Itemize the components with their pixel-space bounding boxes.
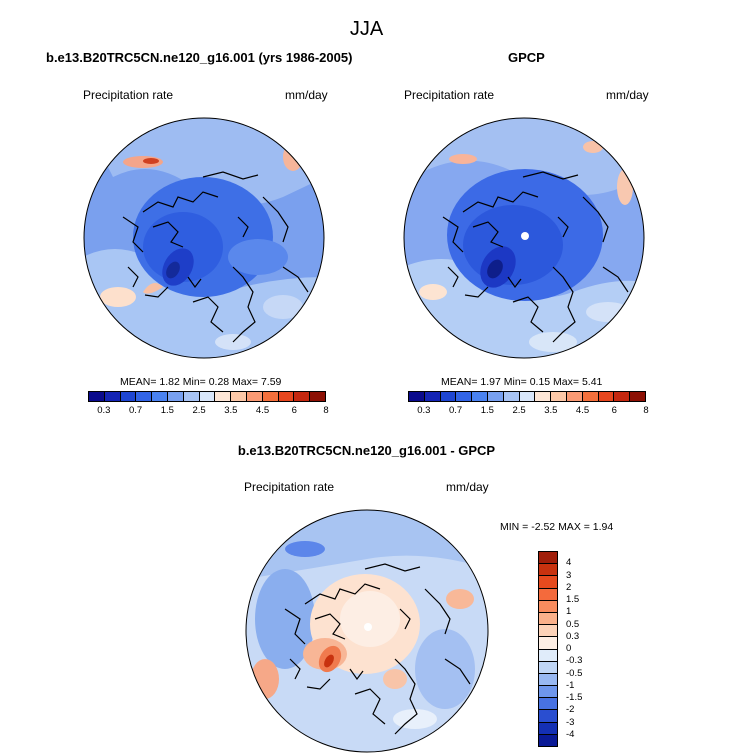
colorbar-tick-label: -0.5 [566, 667, 583, 679]
colorbar-tick-label: 1.5 [480, 405, 494, 416]
colorbar-swatch [167, 392, 184, 401]
panel2-units-label: mm/day [606, 88, 649, 102]
colorbar-swatch [310, 392, 325, 401]
colorbar-swatch [535, 392, 552, 401]
colorbar-swatch [566, 392, 583, 401]
panel3-colorbar [538, 551, 558, 747]
panel2-title: GPCP [508, 50, 545, 65]
colorbar-tick-label: 8 [643, 405, 649, 416]
colorbar-swatch [120, 392, 137, 401]
colorbar-tick-label: 3.5 [224, 405, 238, 416]
colorbar-tick-label: 3.5 [544, 405, 558, 416]
colorbar-swatch [539, 637, 557, 650]
colorbar-swatch [89, 392, 105, 401]
colorbar-tick-label: 2 [566, 581, 572, 593]
colorbar-swatch [539, 552, 557, 565]
colorbar-swatch [424, 392, 441, 401]
colorbar-tick-label: 0.3 [417, 405, 431, 416]
panel1-units-label: mm/day [285, 88, 328, 102]
colorbar-tick-label: 4 [566, 557, 572, 569]
panel2-stats: MEAN= 1.97 Min= 0.15 Max= 5.41 [441, 376, 603, 388]
colorbar-tick-label: -1.5 [566, 692, 583, 703]
colorbar-tick-label: 0 [566, 643, 572, 654]
colorbar-swatch [582, 392, 599, 401]
panel2-colorbar-strip [408, 391, 646, 402]
colorbar-swatch [539, 673, 557, 687]
panel1-variable-label: Precipitation rate [83, 88, 174, 102]
colorbar-swatch [614, 392, 631, 401]
colorbar-swatch [472, 392, 488, 401]
colorbar-tick-label: 3 [566, 569, 572, 581]
panel3-title: b.e13.B20TRC5CN.ne120_g16.001 - GPCP [237, 443, 496, 458]
panel1-polar-map [83, 117, 325, 359]
colorbar-swatch [539, 722, 557, 735]
colorbar-tick-label: 4.5 [255, 405, 270, 416]
colorbar-swatch [183, 392, 200, 401]
panel1-colorbar: 0.3 0.7 1.5 2.5 3.5 4.5 6 8 [88, 391, 329, 416]
colorbar-swatch [539, 612, 557, 626]
colorbar-swatch [440, 392, 457, 401]
colorbar-tick-label: 4.5 [575, 405, 590, 416]
colorbar-tick-label: 6 [291, 405, 297, 416]
colorbar-tick-label: 2.5 [192, 405, 206, 416]
colorbar-swatch [104, 392, 121, 401]
colorbar-tick-label: 2.5 [512, 405, 526, 416]
panel1-stats: MEAN= 1.82 Min= 0.28 Max= 7.59 [120, 376, 282, 388]
colorbar-swatch [551, 392, 567, 401]
panel3-stats: MIN = -2.52 MAX = 1.94 [500, 521, 614, 533]
panel3-variable-label: Precipitation rate [244, 480, 335, 494]
panel3-units-label: mm/day [446, 480, 489, 494]
colorbar-swatch [539, 698, 557, 711]
colorbar-tick-label: 6 [611, 405, 617, 416]
colorbar-swatch [456, 392, 473, 401]
colorbar-swatch [294, 392, 311, 401]
colorbar-tick-label: 0.5 [566, 618, 580, 630]
figure-title: JJA [349, 18, 384, 40]
colorbar-swatch [539, 710, 557, 723]
colorbar-tick-label: -1 [566, 679, 575, 691]
colorbar-swatch [630, 392, 645, 401]
colorbar-swatch [539, 649, 557, 662]
panel2-polar-map [403, 117, 645, 359]
panel2-colorbar: 0.3 0.7 1.5 2.5 3.5 4.5 6 8 [408, 391, 649, 416]
colorbar-tick-label: 1 [566, 606, 572, 618]
colorbar-swatch [152, 392, 168, 401]
colorbar-swatch [539, 564, 557, 577]
colorbar-swatch [215, 392, 232, 401]
colorbar-tick-label: -4 [566, 728, 575, 740]
panel1-title: b.e13.B20TRC5CN.ne120_g16.001 (yrs 1986-… [46, 50, 353, 65]
colorbar-swatch [487, 392, 504, 401]
colorbar-swatch [539, 734, 557, 746]
panel3-polar-map [245, 509, 489, 753]
panel2-variable-label: Precipitation rate [404, 88, 495, 102]
colorbar-tick-label: 0.7 [448, 405, 463, 416]
colorbar-tick-label: -2 [566, 704, 575, 716]
colorbar-swatch [278, 392, 295, 401]
colorbar-tick-label: 0.7 [128, 405, 143, 416]
colorbar-tick-label: 0.3 [566, 630, 580, 642]
colorbar-tick-label: 1.5 [160, 405, 174, 416]
colorbar-swatch [598, 392, 615, 401]
panel1-colorbar-strip [88, 391, 326, 402]
colorbar-swatch [539, 576, 557, 589]
colorbar-swatch [539, 588, 557, 601]
colorbar-swatch [199, 392, 216, 401]
colorbar-tick-label: -3 [566, 716, 575, 728]
colorbar-swatch [539, 661, 557, 674]
colorbar-swatch [519, 392, 536, 401]
colorbar-tick-label: 0.3 [97, 405, 111, 416]
colorbar-tick-label: -0.3 [566, 655, 583, 667]
colorbar-tick-label: 8 [323, 405, 329, 416]
colorbar-swatch [539, 686, 557, 699]
colorbar-tick-label: 1.5 [566, 594, 580, 605]
colorbar-swatch [231, 392, 247, 401]
colorbar-swatch [409, 392, 425, 401]
colorbar-swatch [503, 392, 520, 401]
colorbar-swatch [262, 392, 279, 401]
colorbar-swatch [246, 392, 263, 401]
colorbar-swatch [539, 625, 557, 638]
colorbar-swatch [136, 392, 153, 401]
colorbar-swatch [539, 600, 557, 613]
